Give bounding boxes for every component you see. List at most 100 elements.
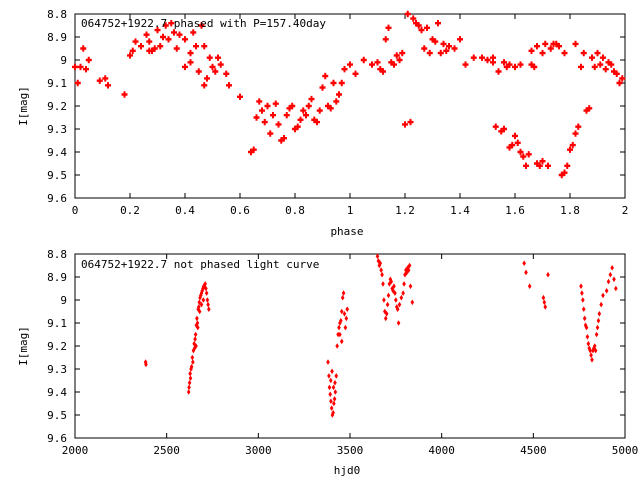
- phased-axis-ticks: 0 0.2 0.4 0.6 0.8 1 1.2 1.4 1.6 1.8 2 8.8 8.9 9 9.1 9.2…: [47, 8, 628, 217]
- phased-data-point: [413, 20, 419, 27]
- phased-data-point: [616, 79, 623, 87]
- unphased-data-point: [199, 301, 204, 308]
- phased-data-point: [151, 45, 158, 52]
- unphased-data-point: [388, 276, 393, 283]
- phased-data-point: [237, 93, 243, 100]
- phased-data-point: [294, 123, 301, 130]
- phased-data-point: [572, 40, 579, 48]
- phased-data-point: [226, 82, 232, 89]
- unphased-data-point: [608, 271, 613, 278]
- phased-data-point: [77, 63, 84, 71]
- phased-data-point: [314, 118, 320, 126]
- phased-data-point: [96, 77, 103, 84]
- phased-data-point: [608, 61, 615, 68]
- unphased-data-point: [394, 304, 399, 310]
- phased-data-point: [503, 63, 510, 71]
- phased-data-point: [600, 54, 606, 61]
- unphased-data-point: [583, 322, 588, 329]
- unphased-data-point: [331, 384, 336, 391]
- unphased-data-point: [397, 301, 402, 308]
- unphased-data-point: [593, 347, 598, 354]
- phased-data-point: [209, 63, 216, 71]
- phased-data-point: [171, 29, 177, 36]
- unphased-data-point: [189, 366, 193, 372]
- phased-data-point: [407, 118, 414, 126]
- unphased-data-point: [332, 396, 337, 402]
- unphased-xtick-label: 3000: [245, 444, 272, 457]
- unphased-data-point: [543, 304, 548, 310]
- phased-data-point: [580, 49, 587, 57]
- unphased-data-point: [614, 285, 618, 292]
- phased-data-point: [575, 123, 582, 130]
- unphased-data-point: [339, 317, 343, 324]
- phased-data-point: [182, 36, 188, 43]
- phased-data-point: [187, 59, 194, 66]
- phased-data-point: [561, 49, 568, 57]
- unphased-ytick-label: 9.1: [47, 317, 67, 330]
- phased-data-point: [396, 56, 403, 64]
- unphased-data-point: [384, 311, 389, 317]
- phased-data-point: [223, 70, 230, 77]
- unphased-data-point: [186, 389, 191, 395]
- unphased-light-curve-panel: 2000 2500 3000 3500 4000 4500 5000 8.8 8.9 9 9.1 9.…: [17, 248, 638, 477]
- unphased-data-point: [378, 260, 383, 266]
- unphased-data-point: [592, 343, 597, 349]
- unphased-data-point: [334, 373, 339, 379]
- phased-data-point: [143, 31, 150, 38]
- unphased-xtick-label: 4000: [428, 444, 455, 457]
- unphased-data-point: [197, 299, 202, 306]
- unphased-data-point: [328, 377, 333, 384]
- unphased-axis-ticks: 2000 2500 3000 3500 4000 4500 5000 8.8 8.9 9 9.1 9.…: [47, 248, 638, 457]
- phased-data-point: [572, 130, 579, 137]
- unphased-data-point: [612, 276, 616, 283]
- unphased-data-point: [328, 391, 332, 398]
- phased-data-point: [248, 148, 254, 156]
- unphased-data-point: [338, 320, 342, 326]
- phased-xtick-label: 2: [622, 204, 629, 217]
- unphased-data-point: [589, 352, 593, 358]
- unphased-data-point: [394, 297, 398, 303]
- phased-ytick-label: 8.9: [47, 31, 67, 44]
- phased-data-point: [162, 22, 169, 29]
- unphased-data-point: [581, 306, 586, 312]
- phased-data-point: [490, 59, 496, 66]
- phased-ytick-label: 9.3: [47, 123, 67, 136]
- unphased-data-point: [579, 283, 583, 289]
- unphased-data-point: [203, 281, 207, 287]
- phased-data-point: [446, 43, 452, 50]
- phased-data-point: [187, 49, 194, 57]
- phased-data-point: [501, 59, 507, 66]
- unphased-data-point: [196, 304, 201, 310]
- unphased-data-point: [194, 343, 198, 349]
- unphased-data-point: [410, 299, 415, 306]
- phased-data-point: [437, 49, 444, 57]
- phased-data-point: [591, 63, 598, 71]
- unphased-data-point: [395, 306, 400, 312]
- phased-data-point: [391, 61, 397, 68]
- phased-ytick-label: 9.6: [47, 192, 67, 205]
- phased-data-point: [278, 137, 285, 144]
- unphased-data-point: [206, 301, 210, 308]
- phased-data-point: [539, 49, 546, 57]
- phased-y-axis-label: I[mag]: [17, 86, 30, 126]
- phased-data-point: [528, 61, 535, 68]
- unphased-data-point: [188, 375, 193, 381]
- phased-data-point: [322, 72, 329, 80]
- unphased-data-point: [376, 258, 381, 264]
- unphased-data-point: [380, 271, 384, 278]
- phased-data-point: [74, 79, 81, 87]
- phased-data-point: [270, 112, 276, 119]
- unphased-data-point: [527, 283, 532, 289]
- phased-xtick-label: 1.6: [505, 204, 525, 217]
- unphased-xtick-label: 2500: [153, 444, 180, 457]
- phased-data-point: [545, 162, 551, 169]
- phased-data-point: [479, 54, 485, 61]
- phased-data-point: [536, 162, 543, 169]
- phased-data-point: [261, 118, 268, 126]
- phased-data-point: [569, 141, 576, 149]
- unphased-data-point: [330, 412, 335, 418]
- unphased-data-point: [339, 338, 344, 345]
- phased-data-point: [360, 56, 367, 64]
- phased-data-points: [72, 10, 626, 179]
